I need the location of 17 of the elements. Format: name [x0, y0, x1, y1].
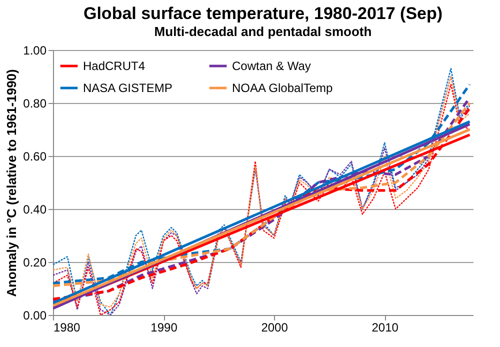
y-tick-label: 1.00	[23, 44, 47, 58]
x-tick-label: 1990	[150, 320, 178, 334]
y-axis-title: Anomaly in °C (relative to 1961-1990)	[4, 69, 20, 297]
y-tick-label: 0.20	[23, 256, 47, 270]
legend-label: NOAA GlobalTemp	[232, 81, 334, 95]
x-tick-label: 2010	[372, 320, 399, 334]
y-tick-label: 0.60	[23, 150, 47, 164]
legend-label: Cowtan & Way	[232, 59, 311, 73]
y-tick-label: 0.00	[23, 308, 47, 322]
legend-label: NASA GISTEMP	[83, 81, 172, 95]
legend-label: HadCRUT4	[83, 59, 146, 73]
y-tick-label: 0.40	[23, 202, 47, 216]
x-tick-label: 1980	[54, 320, 81, 334]
x-tick-label: 2000	[261, 320, 288, 334]
chart-subtitle: Multi-decadal and pentadal smooth	[154, 24, 372, 39]
chart-title: Global surface temperature, 1980-2017 (Sep)	[83, 4, 443, 23]
y-tick-label: 0.80	[23, 96, 47, 110]
